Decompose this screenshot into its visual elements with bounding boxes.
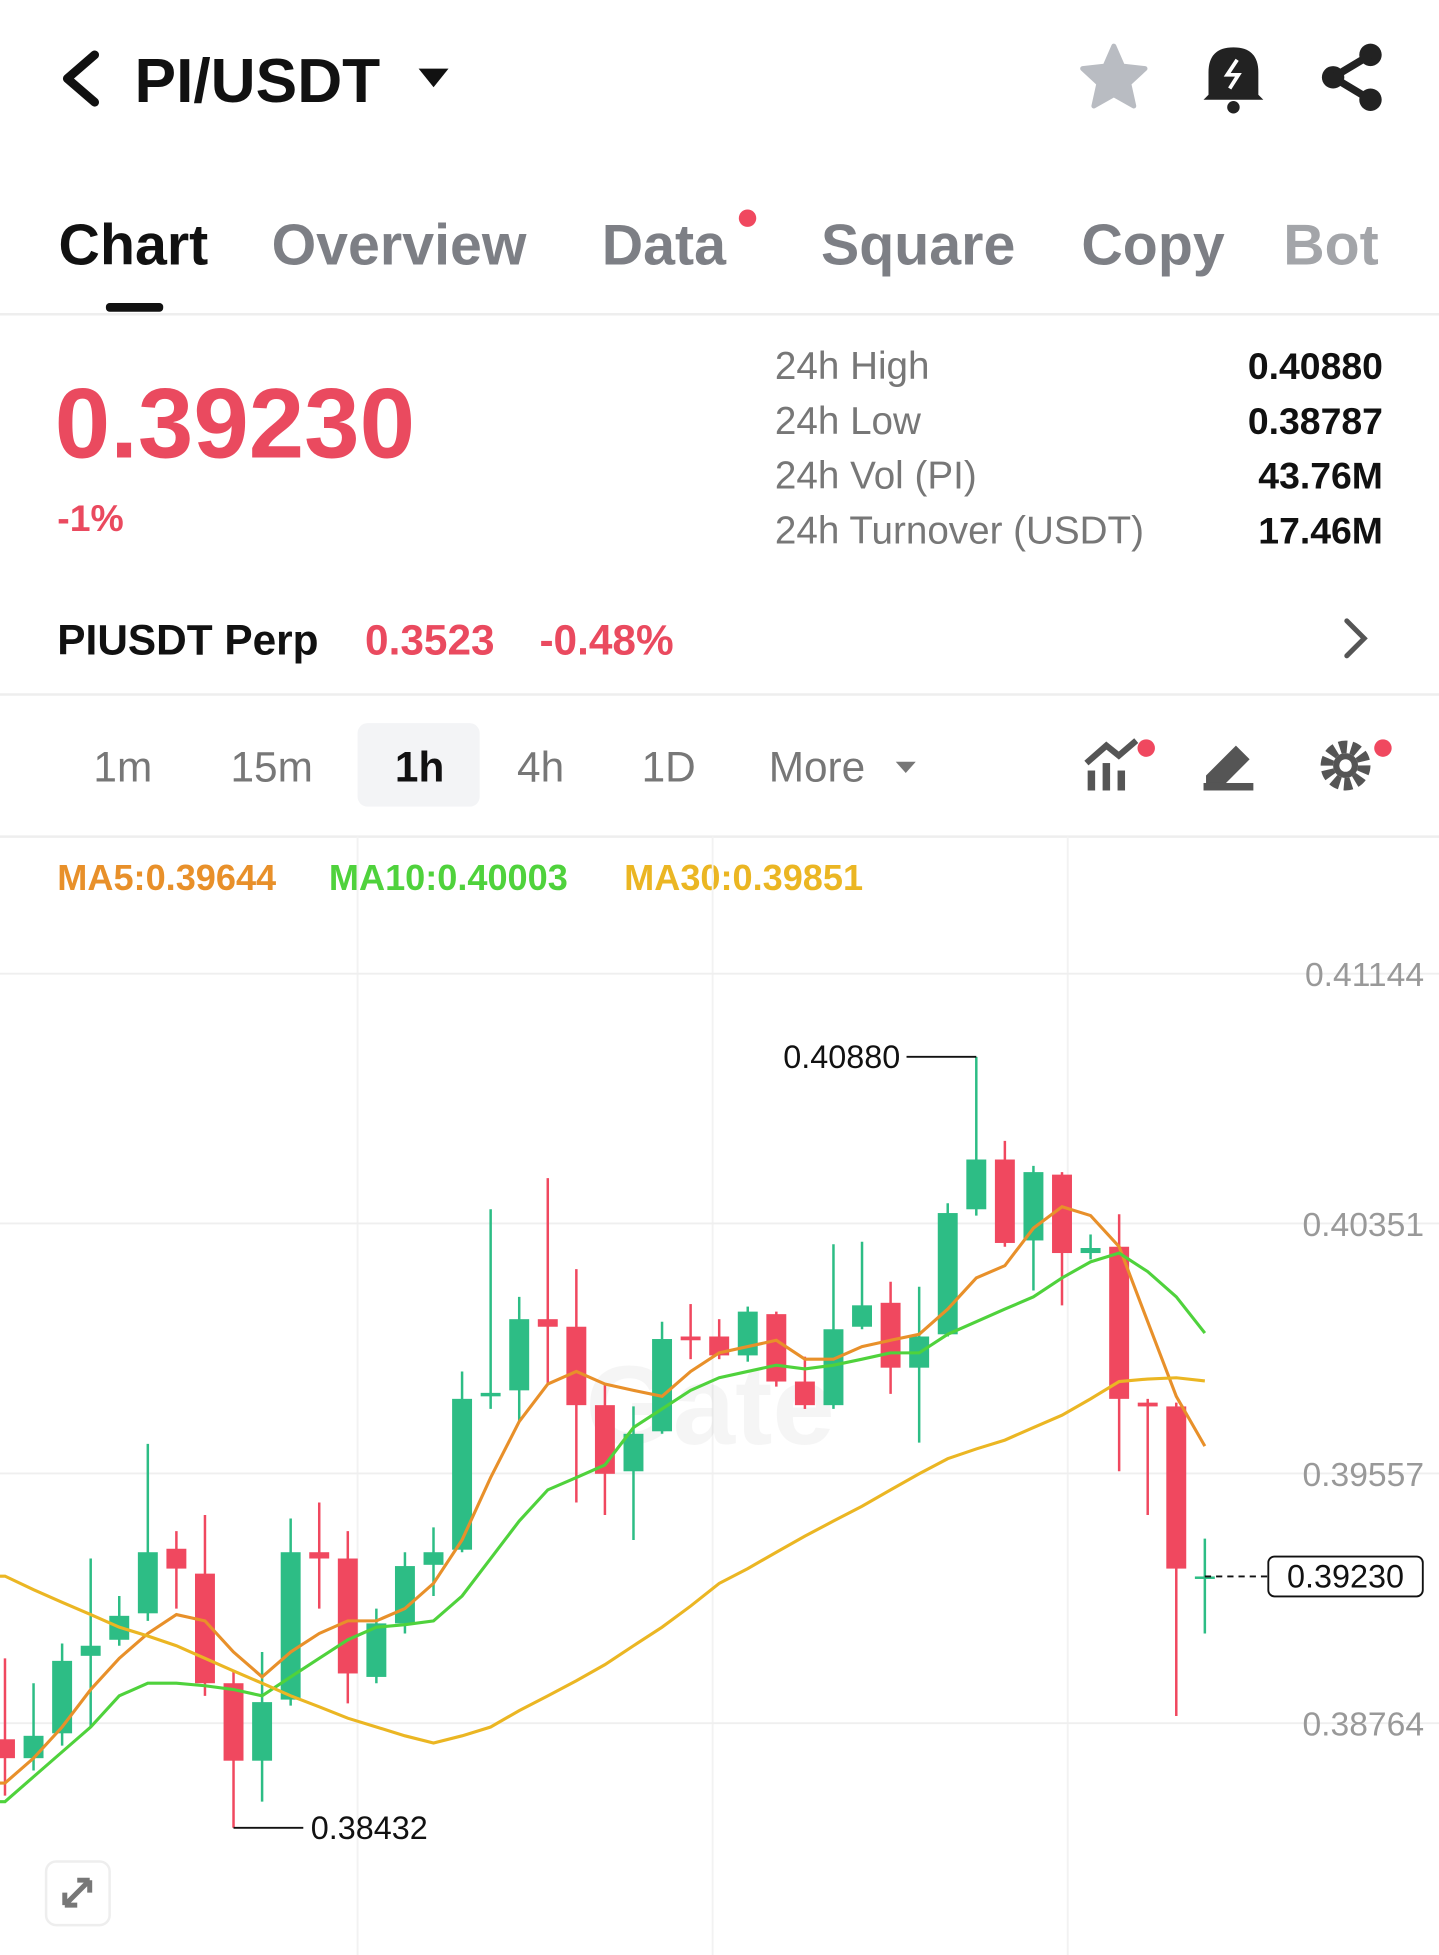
y-tick-label: 0.38764	[1302, 1707, 1424, 1744]
expand-button[interactable]	[44, 1860, 111, 1927]
notification-dot	[1374, 739, 1392, 757]
candle-body	[452, 1398, 473, 1550]
candle-body	[394, 1566, 415, 1624]
plot	[0, 1056, 1215, 1828]
legend-entry: MA5:0.39644	[57, 857, 276, 898]
ma-line	[0, 1251, 1207, 1804]
notification-dot	[738, 209, 757, 227]
candle-body	[566, 1326, 587, 1406]
more-caret	[895, 761, 916, 774]
candle-body	[623, 1433, 644, 1472]
y-tick-label: 0.40351	[1302, 1207, 1424, 1244]
stat-label: 24h Turnover (USDT)	[775, 510, 1144, 553]
candle-body	[52, 1660, 73, 1734]
price-change: -1%	[57, 497, 123, 539]
candle-body	[966, 1159, 987, 1210]
candle-body	[0, 1739, 15, 1759]
tab[interactable]: Overview	[272, 213, 527, 277]
tab[interactable]: Copy	[1081, 213, 1224, 277]
back-button[interactable]	[62, 50, 100, 107]
stat-value: 17.46M	[1258, 510, 1383, 552]
settings-icon[interactable]	[1320, 740, 1371, 791]
candle-body	[1052, 1174, 1072, 1254]
candle-body	[137, 1552, 158, 1614]
candle-body	[1137, 1402, 1158, 1407]
interval-selected-bg	[357, 723, 480, 807]
candle-body	[366, 1623, 387, 1677]
pair-title[interactable]: PI/USDT	[135, 47, 381, 116]
draw-icon[interactable]	[1203, 745, 1254, 791]
candle-body	[766, 1314, 787, 1382]
pair-caret[interactable]	[418, 68, 449, 88]
candle-body	[280, 1552, 301, 1700]
candle-body	[537, 1319, 558, 1327]
candle-body	[652, 1339, 673, 1432]
interval[interactable]: 15m	[230, 744, 312, 791]
last-price: 0.39230	[55, 369, 415, 480]
candle-body	[23, 1735, 44, 1759]
candle-body	[1166, 1406, 1187, 1569]
perp-price: 0.3523	[365, 617, 495, 664]
tab[interactable]: Chart	[59, 213, 209, 277]
legend-entry: MA30:0.39851	[624, 857, 863, 898]
perp-name: PIUSDT Perp	[57, 617, 318, 664]
tab-indicator	[105, 302, 164, 312]
stat-value: 43.76M	[1258, 455, 1383, 497]
ma-line	[0, 1205, 1207, 1785]
price-grid: 0.41144 0.40351 0.39557 0.38764	[0, 957, 1439, 1744]
last-price-label: 0.39230	[1287, 1559, 1404, 1595]
stat-label: 24h Vol (PI)	[775, 455, 977, 498]
y-tick-label: 0.41144	[1305, 957, 1424, 994]
candle-body	[309, 1552, 330, 1559]
candle-body	[423, 1552, 444, 1565]
candle-body	[994, 1159, 1015, 1243]
candle-body	[480, 1392, 501, 1397]
candle-body	[794, 1381, 815, 1406]
last-price-box	[1267, 1555, 1424, 1598]
high-label: 0.40880	[783, 1039, 900, 1075]
candle-body	[823, 1329, 844, 1406]
candle-body	[223, 1683, 244, 1761]
share-icon[interactable]	[1321, 43, 1382, 111]
stat-value: 0.38787	[1248, 400, 1383, 442]
low-label: 0.38432	[311, 1810, 428, 1846]
interval[interactable]: 1h	[395, 744, 444, 791]
candle-body	[509, 1319, 530, 1391]
notification-dot	[1137, 739, 1155, 757]
candle-body	[80, 1645, 101, 1656]
tab[interactable]: Data	[602, 213, 727, 277]
tab[interactable]: Bot	[1283, 213, 1378, 277]
stat-label: 24h Low	[775, 400, 921, 443]
interval[interactable]: More	[769, 744, 865, 791]
stat-label: 24h High	[775, 345, 930, 388]
legend-entry: MA10:0.40003	[329, 857, 568, 898]
ma-line	[0, 1376, 1206, 1745]
interval[interactable]: 1D	[642, 744, 696, 791]
interval[interactable]: 4h	[517, 744, 564, 791]
candle-body	[852, 1305, 872, 1327]
indicator-icon[interactable]	[1084, 738, 1139, 791]
perp-row[interactable]: PIUSDT Perp 0.3523 -0.48%	[57, 617, 1368, 664]
candle-body	[680, 1336, 701, 1341]
candle-body	[1109, 1246, 1130, 1399]
chevron	[1344, 618, 1368, 659]
stat-value: 0.40880	[1248, 345, 1383, 387]
candle-body	[166, 1548, 187, 1569]
candle-body	[880, 1302, 901, 1368]
candle-body	[1194, 1576, 1215, 1579]
candle-body	[252, 1702, 273, 1761]
favorite-icon[interactable]	[1080, 43, 1148, 109]
alert-icon[interactable]	[1203, 47, 1264, 114]
annotations: 0.40880 0.38432 0.39230	[233, 1039, 1424, 1846]
candle-body	[1080, 1248, 1101, 1254]
y-tick-label: 0.39557	[1302, 1457, 1424, 1494]
perp-change: -0.48%	[539, 617, 673, 664]
tab[interactable]: Square	[821, 213, 1015, 277]
candle-body	[337, 1558, 358, 1674]
interval[interactable]: 1m	[93, 744, 152, 791]
